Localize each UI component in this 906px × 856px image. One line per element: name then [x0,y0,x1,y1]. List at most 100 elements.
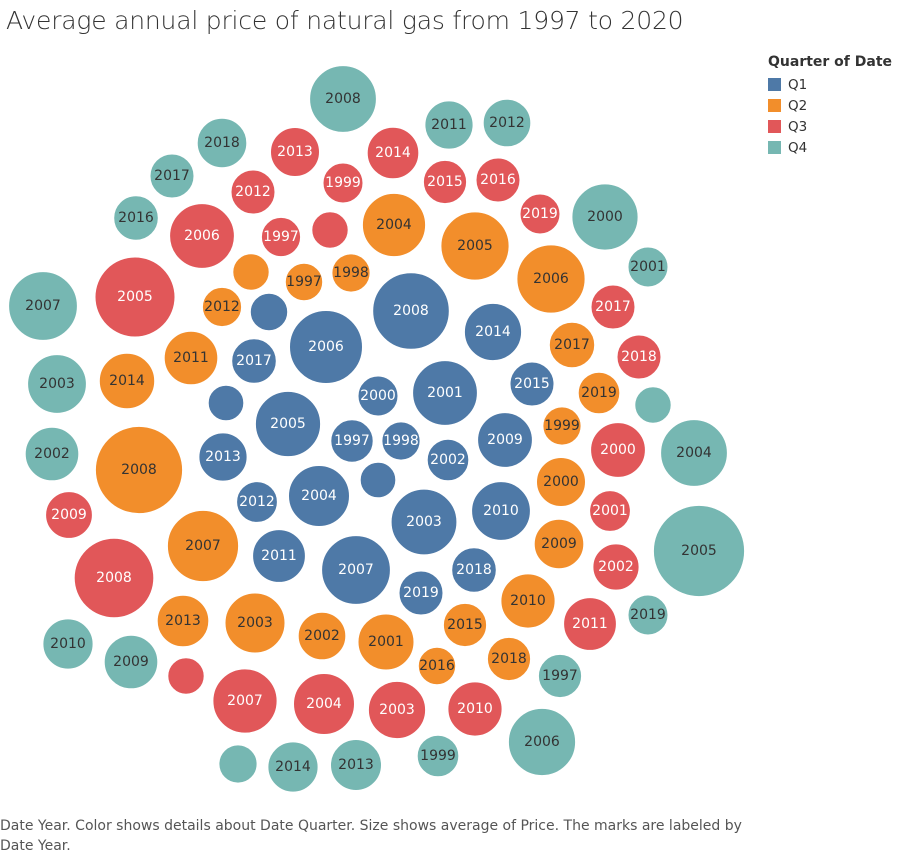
bubble-circle[interactable] [634,386,672,424]
bubble-circle[interactable] [321,535,391,605]
bubble-q1-2004[interactable]: 2004 [288,465,350,527]
bubble-q2-2004[interactable]: 2004 [361,192,427,258]
bubble-circle[interactable] [232,253,270,291]
bubble-circle[interactable] [463,302,523,362]
bubble-q4-1999[interactable]: 1999 [416,734,460,778]
bubble-circle[interactable] [309,65,377,133]
bubble-circle[interactable] [289,310,363,384]
bubble-circle[interactable] [577,371,621,415]
bubble-circle[interactable] [330,739,382,791]
bubble-q2-2016[interactable]: 2016 [417,646,457,686]
bubble-q3-2003[interactable]: 2003 [367,680,427,740]
bubble-q3-2015[interactable]: 2015 [422,159,468,205]
bubble-q2-2000[interactable]: 2000 [536,457,586,507]
bubble-circle[interactable] [652,504,746,598]
bubble-circle[interactable] [230,169,276,215]
bubble-q4-2002[interactable]: 2002 [24,426,80,482]
legend-item-q2[interactable]: Q2 [768,95,892,116]
bubble-circle[interactable] [536,457,586,507]
bubble-circle[interactable] [198,432,248,482]
bubble-q2-1997[interactable]: 1997 [284,262,324,302]
bubble-q3-2011[interactable]: 2011 [563,597,617,651]
bubble-q1-2017[interactable]: 2017 [231,338,277,384]
bubble-circle[interactable] [103,634,159,690]
bubble-circle[interactable] [270,127,320,177]
bubble-circle[interactable] [500,573,556,629]
bubble-q1-unlabeled-21[interactable] [249,292,289,332]
bubble-circle[interactable] [231,338,277,384]
bubble-q2-2008[interactable]: 2008 [94,425,184,515]
bubble-circle[interactable] [471,481,531,541]
bubble-circle[interactable] [45,491,93,539]
bubble-q4-2019[interactable]: 2019 [627,594,669,636]
bubble-circle[interactable] [357,613,415,671]
bubble-q3-2019[interactable]: 2019 [519,193,561,235]
bubble-q3-2017[interactable]: 2017 [590,284,636,330]
bubble-circle[interactable] [201,286,243,328]
bubble-q3-2014[interactable]: 2014 [366,126,420,180]
bubble-circle[interactable] [366,126,420,180]
bubble-q4-2016[interactable]: 2016 [113,195,159,241]
bubble-q3-2018[interactable]: 2018 [616,334,662,380]
bubble-q1-2018[interactable]: 2018 [451,547,497,593]
bubble-circle[interactable] [94,425,184,515]
bubble-circle[interactable] [372,272,450,350]
bubble-circle[interactable] [361,192,427,258]
bubble-circle[interactable] [426,438,470,482]
bubble-q4-2018[interactable]: 2018 [196,117,248,169]
bubble-q3-2010[interactable]: 2010 [447,681,503,737]
bubble-q1-2000[interactable]: 2000 [357,375,399,417]
bubble-q1-1998[interactable]: 1998 [381,421,421,461]
bubble-q1-2011[interactable]: 2011 [252,529,306,583]
bubble-circle[interactable] [563,597,617,651]
bubble-circle[interactable] [207,384,245,422]
bubble-q4-2010[interactable]: 2010 [42,618,94,670]
bubble-q2-2015[interactable]: 2015 [442,602,488,648]
bubble-q2-2014[interactable]: 2014 [98,352,156,410]
bubble-circle[interactable] [627,594,669,636]
bubble-circle[interactable] [163,330,219,386]
bubble-circle[interactable] [167,657,205,695]
bubble-q2-unlabeled-23[interactable] [232,253,270,291]
bubble-circle[interactable] [507,707,577,777]
bubble-q2-2012[interactable]: 2012 [201,286,243,328]
bubble-circle[interactable] [73,537,155,619]
bubble-circle[interactable] [288,465,350,527]
bubble-q3-2009[interactable]: 2009 [45,491,93,539]
bubble-circle[interactable] [254,390,322,458]
bubble-q4-2003[interactable]: 2003 [27,354,87,414]
bubble-q3-2002[interactable]: 2002 [592,543,640,591]
bubble-q2-1999[interactable]: 1999 [542,406,582,446]
bubble-circle[interactable] [24,426,80,482]
bubble-circle[interactable] [417,646,457,686]
bubble-circle[interactable] [475,157,521,203]
bubble-q3-2013[interactable]: 2013 [270,127,320,177]
bubble-q2-2002[interactable]: 2002 [297,611,347,661]
bubble-q3-unlabeled-23[interactable] [167,657,205,695]
bubble-circle[interactable] [416,734,460,778]
bubble-circle[interactable] [451,547,497,593]
bubble-q1-2006[interactable]: 2006 [289,310,363,384]
bubble-circle[interactable] [196,117,248,169]
bubble-circle[interactable] [330,419,374,463]
bubble-circle[interactable] [590,422,646,478]
bubble-q4-1997[interactable]: 1997 [537,653,583,699]
bubble-circle[interactable] [218,744,258,784]
bubble-circle[interactable] [533,518,585,570]
bubble-circle[interactable] [442,602,488,648]
bubble-q1-2014[interactable]: 2014 [463,302,523,362]
bubble-circle[interactable] [519,193,561,235]
bubble-circle[interactable] [331,253,371,293]
bubble-q3-unlabeled-22[interactable] [311,211,349,249]
bubble-circle[interactable] [424,100,474,150]
bubble-q1-2008[interactable]: 2008 [372,272,450,350]
bubble-circle[interactable] [212,668,278,734]
bubble-q4-2009[interactable]: 2009 [103,634,159,690]
bubble-circle[interactable] [94,256,176,338]
bubble-q4-2001[interactable]: 2001 [627,246,669,288]
bubble-q2-2018[interactable]: 2018 [486,636,532,682]
bubble-circle[interactable] [8,271,78,341]
bubble-q2-2007[interactable]: 2007 [166,509,240,583]
bubble-q2-2011[interactable]: 2011 [163,330,219,386]
bubble-circle[interactable] [98,352,156,410]
